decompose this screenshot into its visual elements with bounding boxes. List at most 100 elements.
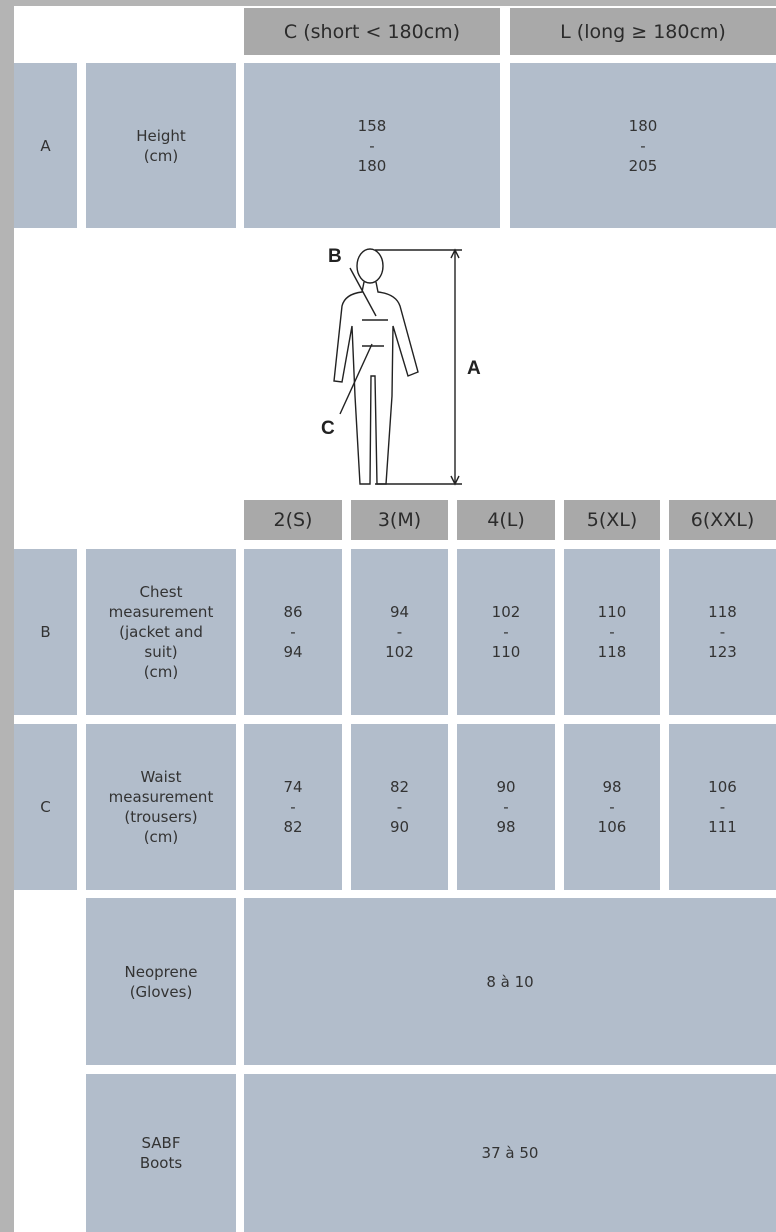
size-header: 6(XXL): [669, 500, 776, 540]
cell-text: 37 à 50: [482, 1143, 539, 1163]
cell-text: -: [609, 797, 614, 817]
cell-text: 94: [390, 602, 409, 622]
label-cell: Neoprene(Gloves): [86, 898, 236, 1065]
cell-text: 102: [385, 642, 414, 662]
cell-text: (trousers): [124, 807, 197, 827]
cell-text: -: [290, 797, 295, 817]
cell-text: 106: [598, 817, 627, 837]
figure-label: A: [467, 358, 481, 379]
value-cell: 94-102: [351, 549, 448, 715]
cell-text: 98: [602, 777, 621, 797]
cell-text: C: [40, 797, 50, 817]
cell-text: Boots: [140, 1153, 182, 1173]
label-cell: Height(cm): [86, 63, 236, 228]
cell-text: 74: [283, 777, 302, 797]
cell-text: -: [503, 622, 508, 642]
cell-text: Height: [136, 126, 186, 146]
cell-text: (Gloves): [130, 982, 193, 1002]
cell-text: -: [503, 797, 508, 817]
cell-text: 2(S): [274, 509, 313, 531]
cell-text: 123: [708, 642, 737, 662]
cell-text: 118: [708, 602, 737, 622]
figure: B C A: [0, 236, 776, 496]
cell-text: SABF: [142, 1133, 181, 1153]
cell-text: Chest: [140, 582, 183, 602]
cell-text: B: [40, 622, 50, 642]
size-header: 3(M): [351, 500, 448, 540]
cell-text: 111: [708, 817, 737, 837]
value-cell: 86-94: [244, 549, 342, 715]
value-cell: 110-118: [564, 549, 660, 715]
code-cell: A: [14, 63, 77, 228]
cell-text: -: [609, 622, 614, 642]
cell-text: suit): [144, 642, 177, 662]
code-cell: C: [14, 724, 77, 890]
cell-text: (cm): [144, 662, 179, 682]
cell-text: L (long ≥ 180cm): [560, 21, 726, 43]
cell-text: 90: [496, 777, 515, 797]
cell-text: -: [640, 136, 645, 156]
cell-text: 94: [283, 642, 302, 662]
cell-text: (cm): [144, 827, 179, 847]
cell-text: 82: [283, 817, 302, 837]
body-outline: [334, 249, 462, 484]
cell-text: 180: [358, 156, 387, 176]
value-cell: 102-110: [457, 549, 555, 715]
cell-text: (cm): [144, 146, 179, 166]
value-cell: 98-106: [564, 724, 660, 890]
value-cell: 90-98: [457, 724, 555, 890]
cell-text: 5(XL): [587, 509, 638, 531]
value-cell: 118-123: [669, 549, 776, 715]
cell-text: 158: [358, 116, 387, 136]
cell-text: (jacket and: [119, 622, 203, 642]
cell-text: 90: [390, 817, 409, 837]
cell-text: 102: [492, 602, 521, 622]
cell-text: 110: [492, 642, 521, 662]
value-cell: 37 à 50: [244, 1074, 776, 1232]
value-cell: 8 à 10: [244, 898, 776, 1065]
page: B C A {"header": {"short": "C (short < 1…: [0, 0, 776, 1232]
cell-text: -: [720, 797, 725, 817]
value-cell: 82-90: [351, 724, 448, 890]
cell-text: 82: [390, 777, 409, 797]
cell-text: 8 à 10: [486, 972, 533, 992]
cell-text: -: [369, 136, 374, 156]
cell-text: 118: [598, 642, 627, 662]
header-cell: L (long ≥ 180cm): [510, 8, 776, 55]
top-strip: [0, 0, 776, 6]
cell-text: 180: [629, 116, 658, 136]
figure-label: C: [321, 418, 335, 439]
cell-text: 3(M): [378, 509, 421, 531]
cell-text: measurement: [109, 787, 214, 807]
value-cell: 158-180: [244, 63, 500, 228]
size-header: 5(XL): [564, 500, 660, 540]
cell-text: 106: [708, 777, 737, 797]
cell-text: -: [290, 622, 295, 642]
cell-text: 4(L): [487, 509, 525, 531]
size-header: 2(S): [244, 500, 342, 540]
cell-text: 205: [629, 156, 658, 176]
side-strip: [0, 0, 14, 1232]
cell-text: measurement: [109, 602, 214, 622]
cell-text: 86: [283, 602, 302, 622]
size-header: 4(L): [457, 500, 555, 540]
cell-text: -: [397, 797, 402, 817]
value-cell: 74-82: [244, 724, 342, 890]
cell-text: C (short < 180cm): [284, 21, 460, 43]
cell-text: Waist: [141, 767, 182, 787]
figure-label: B: [328, 246, 342, 267]
code-cell: B: [14, 549, 77, 715]
cell-text: 110: [598, 602, 627, 622]
cell-text: -: [397, 622, 402, 642]
cell-text: Neoprene: [125, 962, 198, 982]
cell-text: 6(XXL): [691, 509, 755, 531]
cell-text: 98: [496, 817, 515, 837]
header-cell: C (short < 180cm): [244, 8, 500, 55]
cell-text: -: [720, 622, 725, 642]
value-cell: 180-205: [510, 63, 776, 228]
value-cell: 106-111: [669, 724, 776, 890]
cell-text: A: [40, 136, 50, 156]
